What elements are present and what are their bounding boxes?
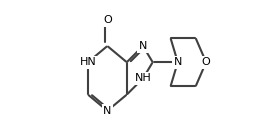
Text: O: O — [202, 57, 210, 67]
Text: O: O — [103, 15, 112, 25]
Text: O: O — [202, 57, 210, 67]
Text: HN: HN — [79, 57, 96, 67]
Text: N: N — [174, 57, 182, 67]
Text: O: O — [103, 15, 112, 25]
Text: N: N — [174, 57, 182, 67]
Text: N: N — [103, 106, 112, 116]
Text: N: N — [139, 41, 147, 51]
Text: HN: HN — [79, 57, 96, 67]
Text: N: N — [103, 106, 112, 116]
Text: N: N — [139, 41, 147, 51]
Text: NH: NH — [135, 73, 151, 83]
Text: NH: NH — [135, 73, 151, 83]
